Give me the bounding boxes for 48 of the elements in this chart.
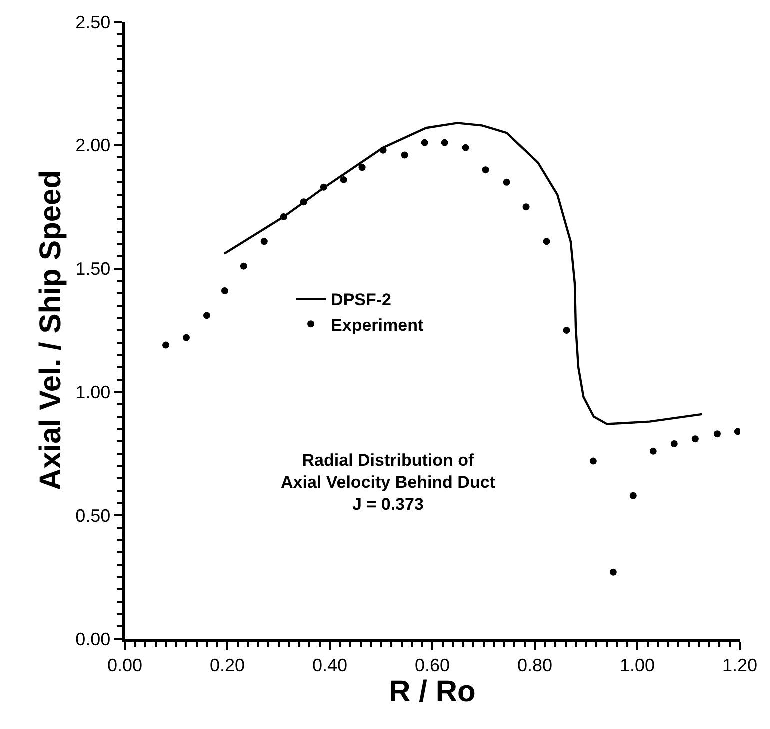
point	[280, 213, 288, 220]
point	[183, 334, 190, 342]
point	[380, 146, 387, 154]
y-tick-label: 2.50	[76, 12, 111, 32]
point	[240, 262, 248, 270]
legend-label: DPSF-2	[331, 290, 392, 310]
point	[300, 198, 308, 206]
point	[522, 204, 530, 211]
point	[734, 428, 740, 436]
x-tick-label: 0.20	[210, 655, 246, 676]
point	[221, 288, 228, 295]
y-axis-title: Axial Vel. / Ship Speed	[34, 170, 68, 491]
point	[482, 166, 490, 174]
point	[340, 176, 348, 184]
point	[260, 238, 268, 246]
y-tick-label: 0.50	[76, 506, 111, 526]
point	[590, 458, 597, 465]
point	[358, 164, 366, 172]
point	[401, 152, 408, 159]
point	[692, 436, 699, 443]
point	[421, 139, 428, 146]
point	[503, 178, 510, 186]
point	[714, 430, 721, 438]
y-tick-label: 1.50	[76, 259, 111, 280]
x-tick-label: 0.00	[107, 655, 143, 676]
annotation: Radial Distribution of Axial Velocity Behind Duct J = 0.373	[281, 451, 496, 514]
point	[462, 144, 470, 152]
y-tick-label: 0.00	[76, 629, 111, 650]
point	[563, 327, 570, 334]
point	[162, 342, 170, 349]
point	[204, 312, 210, 320]
x-tick-label: 0.80	[517, 655, 553, 676]
y-tick-label: 2.00	[76, 136, 111, 156]
point	[630, 492, 637, 500]
point	[610, 568, 617, 576]
legend-label: Experiment	[331, 316, 424, 335]
point	[670, 440, 678, 448]
point	[543, 238, 550, 246]
line-series	[223, 122, 704, 426]
x-tick-label: 0.60	[414, 655, 450, 676]
x-tick-label: 0.40	[312, 655, 348, 676]
x-tick-label: 1.20	[722, 655, 758, 676]
x-tick-label: 1.00	[620, 655, 656, 676]
point	[441, 139, 448, 146]
y-tick-label: 1.00	[76, 382, 111, 402]
point	[650, 448, 657, 455]
x-axis-title: R / Ro	[389, 675, 476, 708]
point	[320, 184, 328, 191]
